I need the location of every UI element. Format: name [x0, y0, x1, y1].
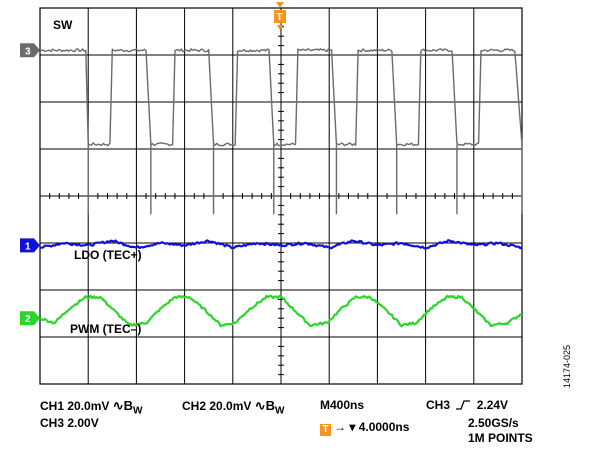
channel-2-marker: 2 — [20, 311, 40, 326]
channel-marker-number: 2 — [25, 314, 31, 325]
rising-edge-icon — [456, 399, 471, 410]
channel-3-marker: 3 — [20, 43, 40, 58]
trigger-marker: T — [274, 2, 287, 30]
ch1-scale-readout: CH1 20.0mV ∿BW — [40, 398, 143, 417]
trigger-readout: CH3 2.24V — [426, 398, 509, 412]
channel-marker-number: 3 — [25, 46, 31, 57]
sample-rate-readout: 2.50GS/s — [468, 416, 519, 430]
trace-label-ldo: LDO (TEC+) — [74, 248, 142, 262]
record-length-readout: 1M POINTS — [468, 431, 533, 445]
trace-sw — [40, 48, 523, 147]
bandwidth-limit-icon: ∿BW — [254, 398, 285, 417]
trace-pwm — [39, 294, 523, 328]
trace-label-sw: SW — [53, 18, 73, 32]
ch3-scale-readout: CH3 2.00V — [40, 416, 99, 430]
trigger-position-readout: T → ▾ 4.0000ns — [320, 420, 409, 436]
channel-markers: 3 1 2 T — [20, 2, 287, 326]
channel-1-marker: 1 — [20, 238, 40, 253]
ch2-scale-readout: CH2 20.0mV ∿BW — [182, 398, 285, 417]
waveform-traces — [39, 48, 523, 328]
trace-label-pwm: PWM (TEC–) — [70, 322, 142, 336]
trigger-marker-label: T — [277, 12, 283, 23]
figure-id: 14174-025 — [562, 344, 572, 388]
bandwidth-limit-icon: ∿BW — [112, 398, 143, 417]
trace-ldo — [40, 239, 523, 250]
timebase-readout: M400ns — [320, 398, 365, 412]
channel-marker-number: 1 — [25, 241, 31, 252]
trigger-position-icon: T — [320, 424, 331, 436]
